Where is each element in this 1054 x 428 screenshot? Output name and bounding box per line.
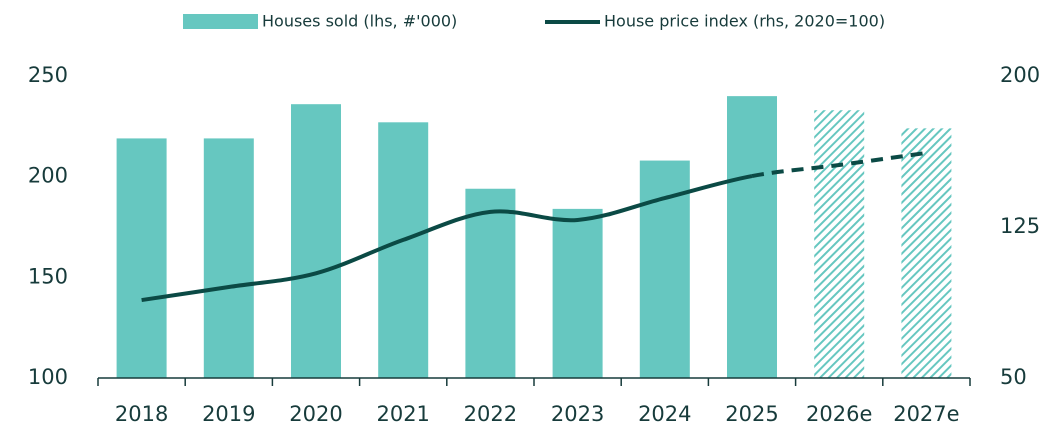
y2-tick-label: 200: [1000, 63, 1040, 87]
bar: [291, 104, 341, 378]
bar: [203, 138, 254, 378]
y-tick-label: 200: [28, 164, 68, 188]
x-tick-label: 2021: [376, 402, 429, 426]
y-tick-label: 150: [28, 264, 68, 288]
x-tick-label: 2024: [638, 402, 691, 426]
bar: [378, 122, 429, 378]
y-tick-label: 250: [28, 63, 68, 87]
bar: [901, 128, 952, 378]
y-tick-label: 100: [28, 365, 68, 389]
legend-label: House price index (rhs, 2020=100): [604, 12, 885, 31]
x-tick-label: 2026e: [806, 402, 872, 426]
bar: [465, 188, 516, 378]
x-tick-label: 2025: [725, 402, 778, 426]
price-line: [751, 150, 927, 179]
bar: [552, 208, 603, 378]
y2-tick-label: 125: [1000, 214, 1040, 238]
price-line: [141, 174, 753, 303]
x-tick-label: 2020: [289, 402, 342, 426]
x-tick-label: 2018: [115, 402, 168, 426]
legend-swatch: [183, 14, 258, 29]
bar: [727, 96, 777, 378]
x-tick-label: 2027e: [893, 402, 959, 426]
bar: [814, 110, 865, 378]
y2-tick-label: 50: [1000, 365, 1027, 389]
legend-label: Houses sold (lhs, #'000): [262, 12, 457, 31]
x-tick-label: 2022: [464, 402, 517, 426]
x-tick-label: 2023: [551, 402, 604, 426]
bar: [116, 138, 167, 378]
x-tick-label: 2019: [202, 402, 255, 426]
